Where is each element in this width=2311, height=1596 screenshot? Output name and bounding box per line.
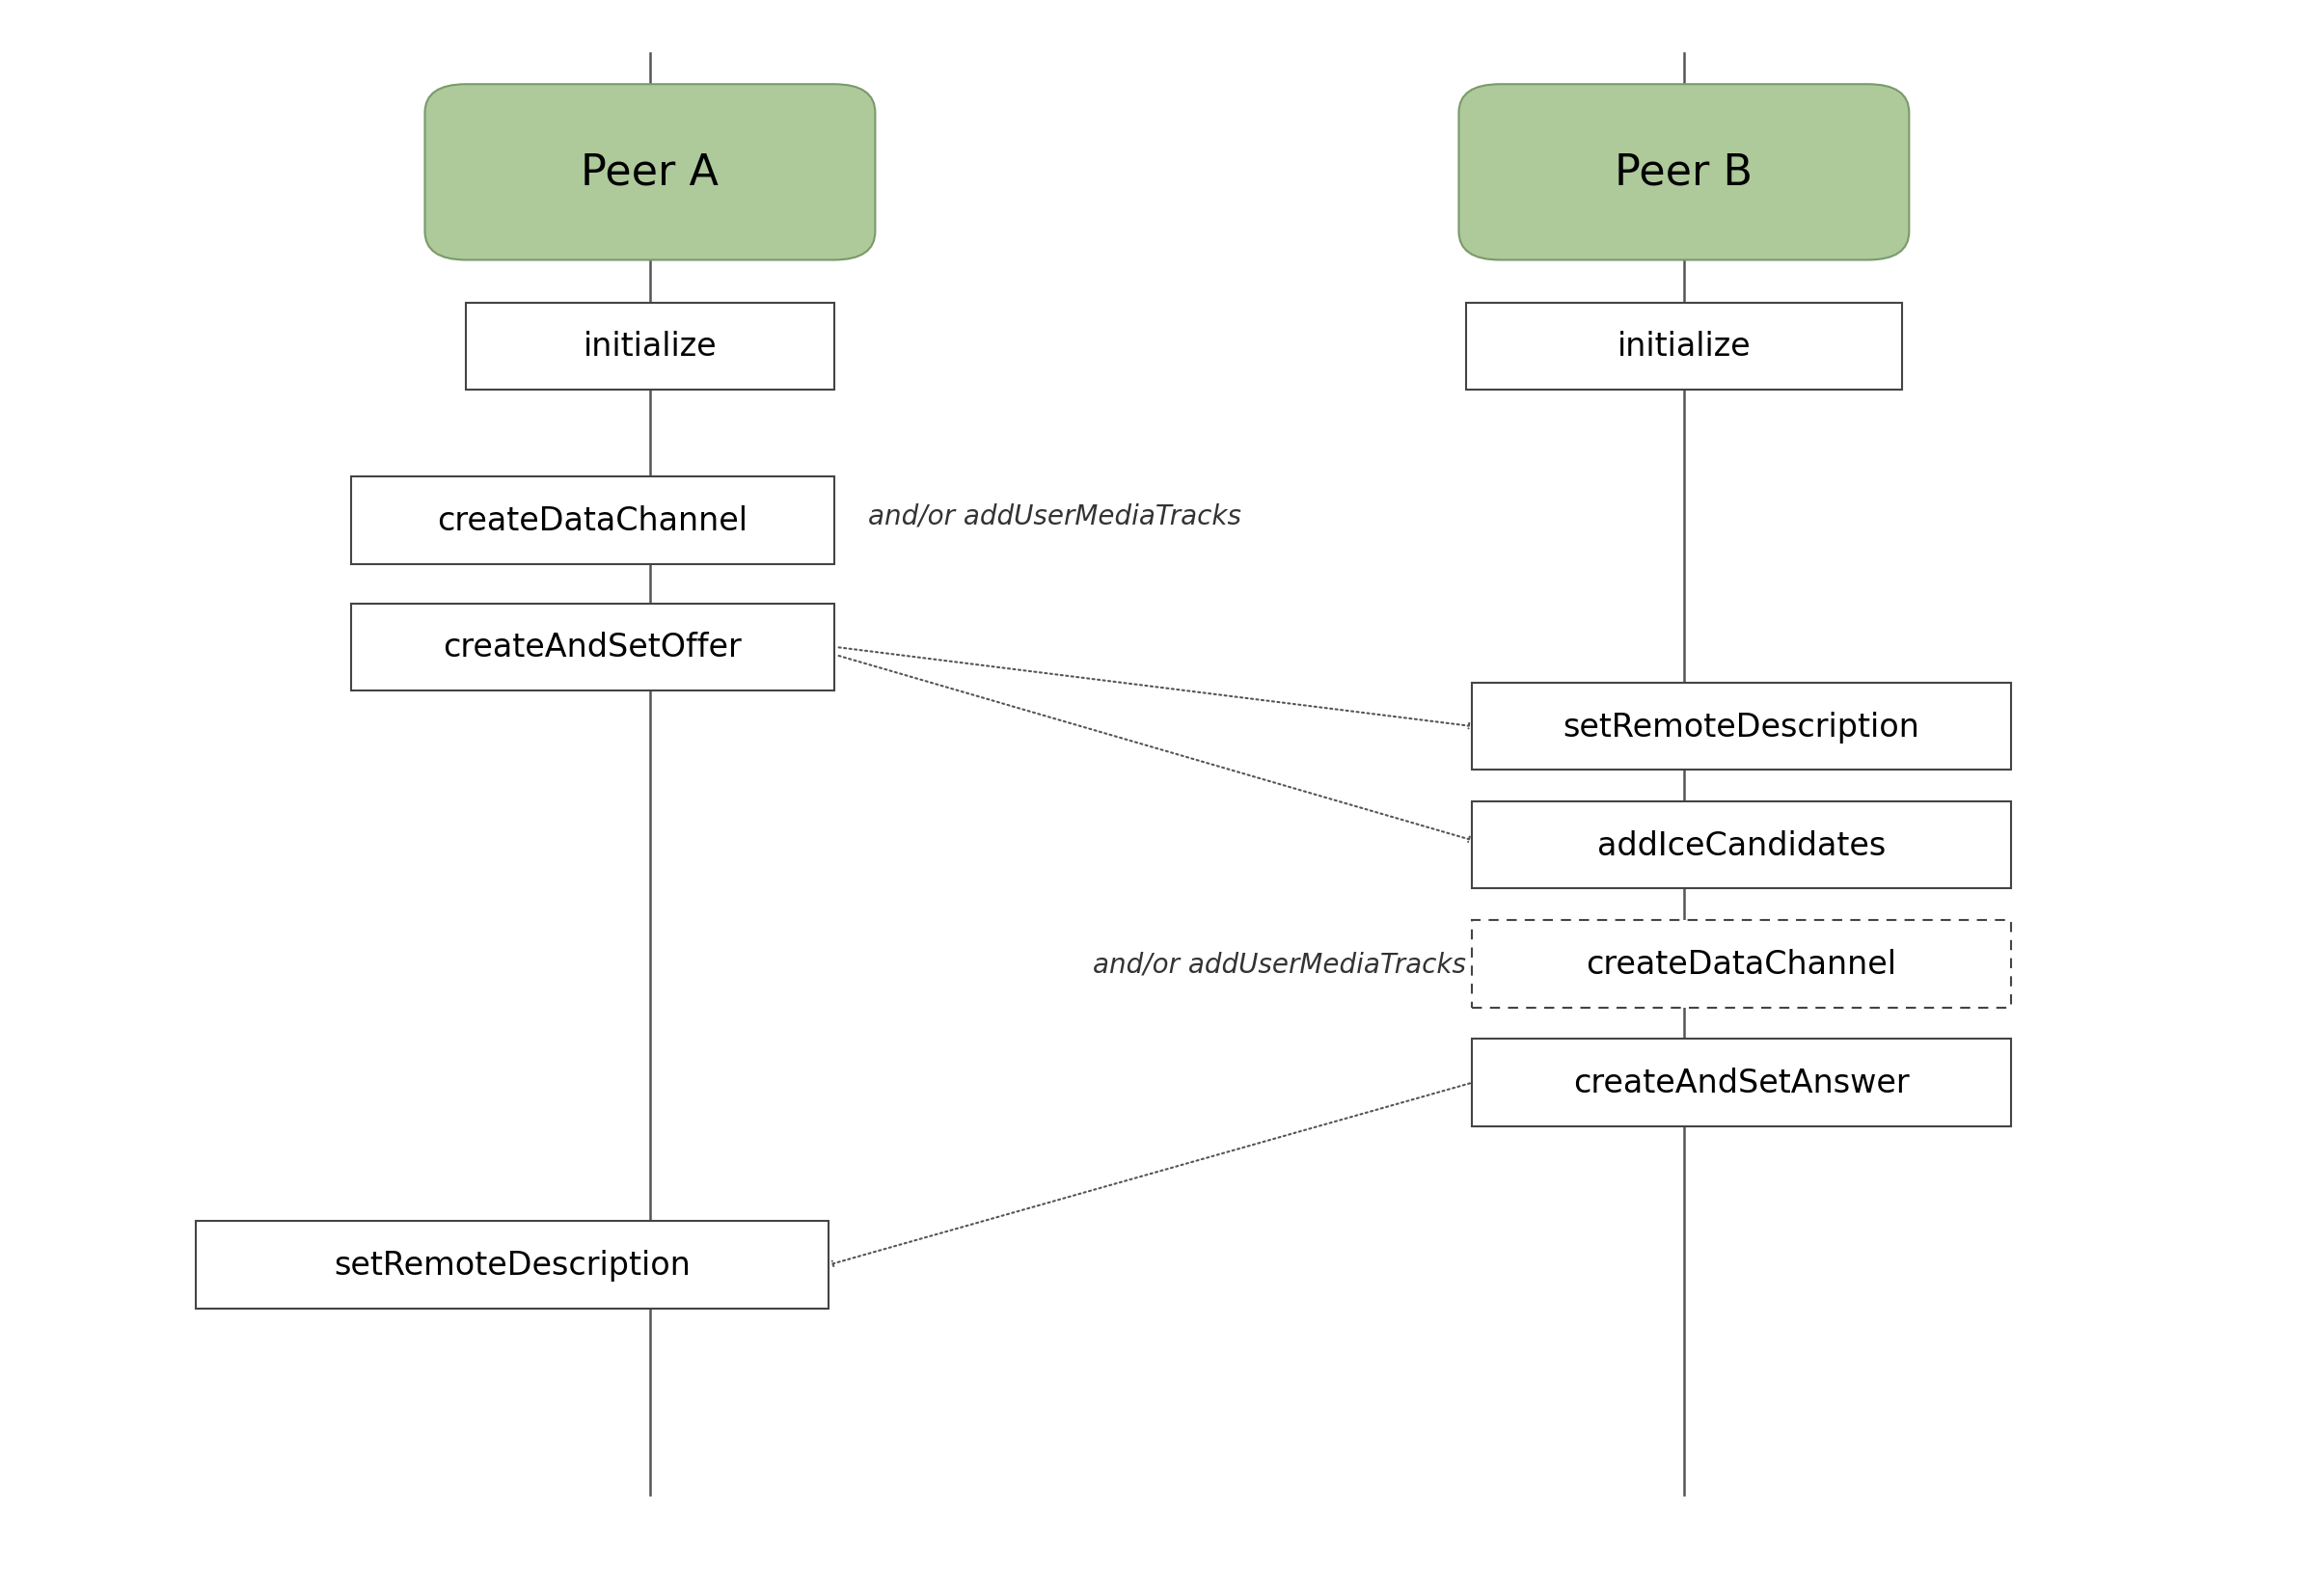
FancyBboxPatch shape [425,85,876,260]
FancyBboxPatch shape [1458,85,1909,260]
Text: Peer A: Peer A [580,152,719,193]
Bar [351,477,834,565]
Text: and/or addUserMediaTracks: and/or addUserMediaTracks [869,503,1241,530]
Bar [1472,921,2011,1007]
Bar [1472,1039,2011,1127]
Bar [196,1221,827,1309]
Bar [1465,303,1902,391]
Text: createDataChannel: createDataChannel [1585,948,1897,980]
Text: addIceCandidates: addIceCandidates [1597,830,1886,862]
Text: setRemoteDescription: setRemoteDescription [333,1250,691,1280]
Text: createAndSetAnswer: createAndSetAnswer [1574,1068,1909,1098]
Bar [351,605,834,691]
Bar [1472,683,2011,771]
Text: Peer B: Peer B [1615,152,1754,193]
Text: setRemoteDescription: setRemoteDescription [1562,710,1920,742]
Text: createDataChannel: createDataChannel [437,506,749,536]
Bar [1472,801,2011,889]
Text: createAndSetOffer: createAndSetOffer [444,632,742,664]
Bar [467,303,834,391]
Text: initialize: initialize [1618,330,1752,362]
Text: initialize: initialize [582,330,716,362]
Text: and/or addUserMediaTracks: and/or addUserMediaTracks [1093,951,1465,978]
